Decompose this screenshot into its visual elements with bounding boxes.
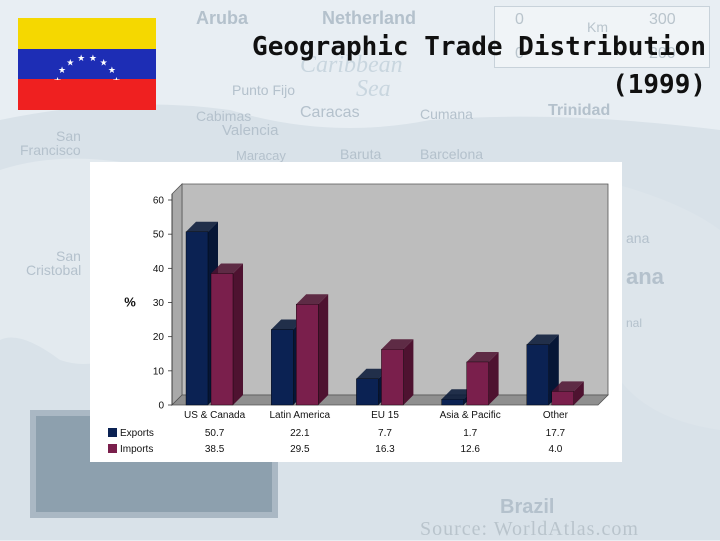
scale-value-0: 0	[515, 11, 524, 28]
map-label-nal: nal	[626, 316, 643, 330]
bar-top	[271, 319, 304, 330]
bar-exports	[356, 378, 379, 406]
table-value: 4.0	[548, 444, 562, 455]
chart-side-wall	[171, 183, 183, 406]
table-value: 1.7	[463, 428, 477, 439]
map-label-cabimas: Cabimas	[196, 108, 252, 124]
bar-top	[441, 389, 474, 400]
map-label-trinidad: Trinidad	[548, 102, 611, 119]
y-tick-label: 40	[153, 264, 165, 275]
table-value: 17.7	[546, 428, 566, 439]
y-tick-label: 50	[153, 230, 165, 241]
flag-star-icon: ★	[108, 65, 116, 75]
slide-title: Geographic Trade Distribution (1999)	[166, 28, 706, 104]
bar-top	[381, 339, 414, 350]
scale-value-300: 300	[649, 11, 676, 28]
bar-imports	[551, 391, 574, 406]
trade-bar-chart: 0 10 20 30 40 50 60% US & Canada Latin America EU…	[108, 183, 609, 455]
bar-side	[403, 339, 414, 405]
bar-imports	[466, 361, 489, 406]
bar-top	[526, 334, 559, 345]
map-label-san-2: San	[56, 248, 81, 264]
flag-stars: ★★★★★★★★	[54, 53, 121, 80]
scale-km-label: Km	[587, 19, 608, 35]
table-value: 50.7	[205, 428, 225, 439]
map-label-francisco: Francisco	[20, 142, 81, 158]
bar-exports	[441, 398, 464, 406]
table-value: 22.1	[290, 428, 310, 439]
map-label-sea: Sea	[356, 76, 391, 102]
map-label-brazil: Brazil	[500, 496, 555, 518]
y-tick-label: 10	[153, 366, 165, 377]
map-label-aruba: Aruba	[196, 8, 249, 28]
bar-exports	[270, 329, 294, 406]
map-label-caracas: Caracas	[300, 104, 360, 121]
category-label: US & Canada	[184, 410, 246, 421]
flag-star-icon: ★	[100, 57, 108, 67]
flag-stripe-red	[18, 79, 156, 110]
map-label-san-1: San	[56, 128, 81, 144]
flag-star-icon: ★	[112, 75, 120, 80]
category-label: Other	[543, 410, 569, 421]
map-label-punto-fijo: Punto Fijo	[232, 82, 296, 98]
table-value: 12.6	[460, 444, 480, 455]
bar-exports	[185, 231, 209, 406]
map-label-barcelona: Barcelona	[420, 146, 484, 162]
flag-star-icon: ★	[89, 53, 97, 63]
legend-swatch	[108, 444, 117, 453]
bar-top	[296, 294, 329, 305]
legend-label: Exports	[120, 428, 154, 439]
scale-value-200: 200	[649, 45, 676, 62]
legend-swatch	[108, 428, 117, 437]
flag-star-icon: ★	[77, 53, 85, 63]
map-source: Source: WorldAtlas.com	[420, 518, 639, 540]
bar-exports	[526, 344, 549, 406]
category-label: EU 15	[371, 410, 399, 421]
bar-imports	[381, 349, 404, 406]
y-tick-label: 60	[153, 196, 165, 207]
flag-star-icon: ★	[58, 65, 66, 75]
y-tick-label: 20	[153, 332, 165, 343]
map-label-maracay: Maracay	[236, 148, 286, 163]
table-value: 38.5	[205, 444, 225, 455]
bar-top	[356, 368, 389, 379]
bar-imports	[210, 273, 234, 406]
bar-side	[573, 381, 584, 405]
bar-top	[186, 221, 218, 232]
table-value: 16.3	[375, 444, 395, 455]
flag-stripe-yellow	[18, 18, 156, 49]
y-tick-label: 30	[153, 298, 165, 309]
category-label: Asia & Pacific	[440, 410, 501, 421]
map-label-caribbean: Caribbean	[300, 52, 403, 78]
bar-side	[318, 294, 329, 405]
bar-imports	[295, 304, 319, 406]
flag-stripe-blue: ★★★★★★★★	[18, 48, 156, 80]
bar-top	[211, 263, 243, 274]
flag-star-icon: ★	[66, 57, 74, 67]
table-value: 29.5	[290, 444, 310, 455]
flag-star-icon: ★	[54, 75, 62, 80]
map-label-valencia: Valencia	[222, 122, 279, 139]
chart-panel: 0 10 20 30 40 50 60% US & Canada Latin America EU…	[90, 162, 622, 462]
title-line-2: (1999)	[612, 70, 706, 100]
category-label: Latin America	[270, 410, 331, 421]
legend-label: Imports	[120, 444, 153, 455]
map-label-baruta: Baruta	[340, 146, 382, 162]
bar-side	[233, 263, 243, 405]
bar-top	[551, 381, 584, 392]
table-value: 7.7	[378, 428, 392, 439]
map-label-ana-2: ana	[626, 264, 664, 289]
y-axis-label: %	[124, 295, 136, 310]
scale-value-0b: 0	[515, 45, 524, 62]
bar-top	[466, 351, 499, 362]
venezuela-flag: ★★★★★★★★	[18, 18, 156, 110]
title-line-1: Geographic Trade Distribution	[252, 32, 706, 62]
map-label-ana-1: ana	[626, 230, 650, 246]
map-scale-box: 0 Km 300 0 200	[494, 6, 710, 68]
y-tick-label: 0	[158, 401, 164, 412]
map-label-netherland: Netherland	[322, 8, 417, 28]
map-label-cristobal: Cristobal	[26, 262, 82, 278]
map-label-cumana: Cumana	[420, 106, 473, 122]
bar-side	[488, 351, 499, 405]
